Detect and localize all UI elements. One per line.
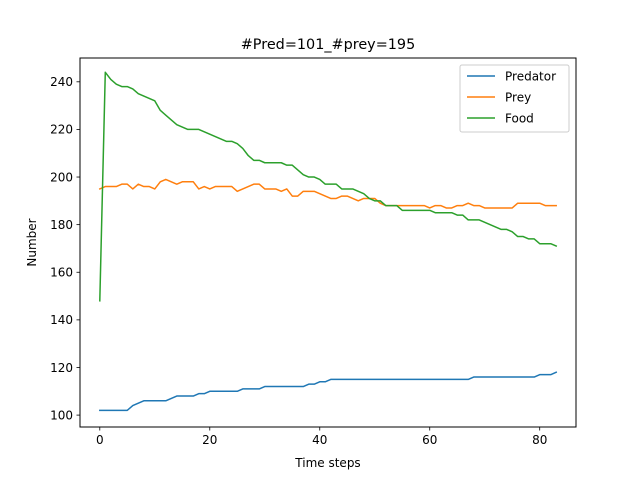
y-tick-label: 200	[50, 170, 73, 184]
chart-title: #Pred=101_#prey=195	[241, 37, 415, 53]
plot-area-frame	[79, 57, 577, 428]
x-axis-label: Time steps	[294, 456, 360, 470]
x-tick-label: 60	[422, 433, 437, 447]
y-tick-label: 180	[50, 218, 73, 232]
series-line-prey	[98, 178, 557, 209]
y-tick-label: 100	[50, 408, 73, 422]
y-tick-label: 160	[50, 266, 73, 280]
legend-label-predator: Predator	[505, 69, 556, 83]
legend-label-prey: Prey	[505, 90, 531, 104]
legend-label-food: Food	[505, 111, 534, 125]
x-tick-label: 40	[312, 433, 327, 447]
legend-entries: Predator Prey Food	[467, 69, 556, 125]
legend: Predator Prey Food	[459, 64, 570, 133]
series-line-predator	[99, 371, 558, 412]
y-axis-label: Number	[25, 218, 39, 266]
y-tick-label: 220	[50, 123, 73, 137]
x-tick-label: 0	[96, 433, 104, 447]
y-tick-label: 240	[50, 75, 73, 89]
x-tick-label: 20	[202, 433, 217, 447]
x-axis-ticks: 0 20 40 60 80	[96, 427, 547, 447]
series-lines	[98, 71, 558, 412]
y-tick-label: 120	[50, 361, 73, 375]
y-axis-ticks: 100 120 140 160 180 200 220 240	[50, 75, 80, 422]
legend-box	[459, 64, 570, 133]
y-tick-label: 140	[50, 313, 73, 327]
x-tick-label: 80	[532, 433, 547, 447]
series-line-food	[99, 71, 558, 302]
